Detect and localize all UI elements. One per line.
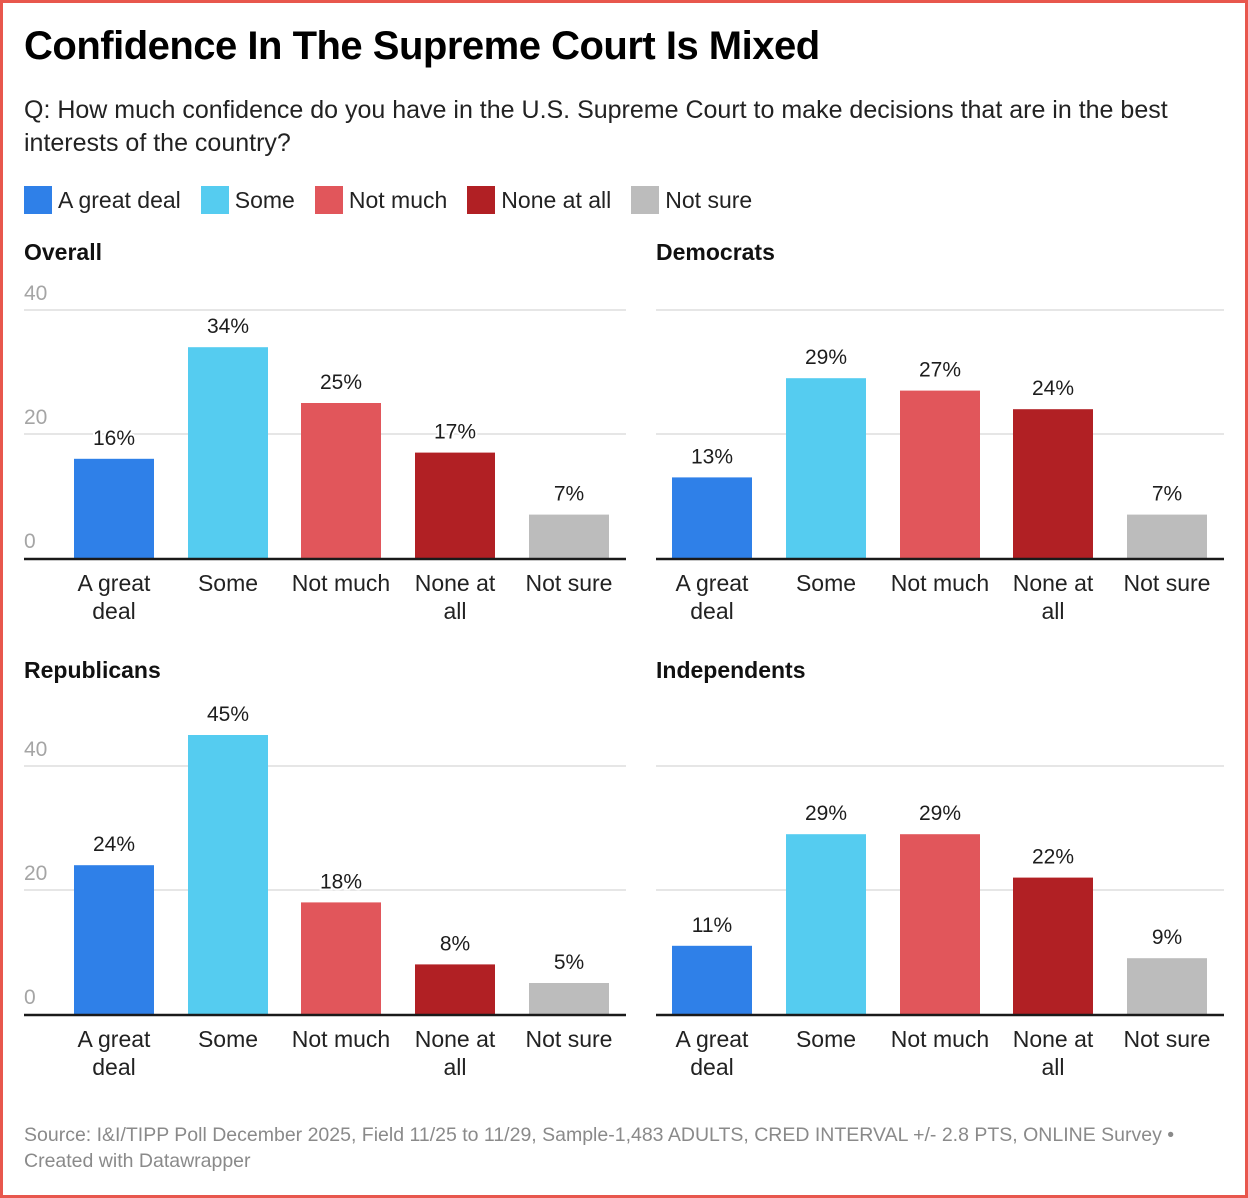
- x-tick-label: Some: [198, 1026, 258, 1052]
- legend-label: Not sure: [665, 186, 753, 213]
- legend-swatch: [200, 186, 229, 214]
- y-tick-label: 20: [24, 406, 47, 429]
- bar: [1013, 409, 1093, 558]
- x-tick-label: Some: [796, 570, 856, 596]
- legend-label: A great deal: [58, 186, 181, 213]
- bar: [301, 902, 381, 1014]
- x-tick-label: all: [1041, 598, 1064, 624]
- bar: [415, 964, 495, 1014]
- y-tick-label: 40: [24, 282, 47, 305]
- data-label: 13%: [691, 445, 733, 468]
- bar: [188, 347, 268, 558]
- data-label: 29%: [919, 802, 961, 825]
- data-label: 7%: [1152, 483, 1182, 506]
- x-tick-label: A great: [78, 570, 151, 596]
- data-label: 7%: [554, 483, 584, 506]
- data-label: 29%: [805, 802, 847, 825]
- bar: [529, 514, 609, 558]
- x-tick-label: None at: [1013, 1026, 1094, 1052]
- data-label: 24%: [1032, 377, 1074, 400]
- bar: [786, 378, 866, 558]
- x-tick-label: all: [1041, 1054, 1064, 1080]
- x-tick-label: Not much: [292, 570, 390, 596]
- x-tick-label: Not much: [891, 1026, 989, 1052]
- y-tick-label: 40: [24, 738, 47, 761]
- x-tick-label: Not sure: [1124, 570, 1211, 596]
- x-tick-label: Not sure: [526, 570, 613, 596]
- x-tick-label: deal: [92, 598, 135, 624]
- data-label: 45%: [207, 703, 249, 726]
- legend-swatch: [467, 186, 496, 214]
- x-tick-label: all: [443, 1054, 466, 1080]
- bar: [1013, 877, 1093, 1014]
- legend: A great deal Some Not much None at all N…: [24, 186, 772, 214]
- bar: [74, 865, 154, 1014]
- panel-title-overall: Overall: [24, 239, 102, 265]
- x-tick-label: None at: [1013, 570, 1094, 596]
- legend-label: Some: [234, 186, 295, 213]
- source-note: Source: I&I/TIPP Poll December 2025, Fie…: [24, 1124, 1175, 1172]
- data-label: 18%: [320, 870, 362, 893]
- legend-swatch: [314, 186, 343, 214]
- legend-label: Not much: [348, 186, 448, 213]
- x-tick-label: None at: [415, 570, 496, 596]
- x-tick-label: Some: [796, 1026, 856, 1052]
- chart-subtitle: Q: How much confidence do you have in th…: [24, 96, 1168, 157]
- data-label: 27%: [919, 359, 961, 382]
- x-tick-label: None at: [415, 1026, 496, 1052]
- bar: [672, 477, 752, 558]
- bar: [415, 452, 495, 558]
- legend-label: None at all: [501, 186, 612, 213]
- x-tick-label: deal: [690, 598, 733, 624]
- data-label: 8%: [440, 932, 470, 955]
- panel-title-republicans: Republicans: [24, 657, 161, 683]
- bar: [900, 834, 980, 1014]
- panel-title-independents: Independents: [656, 657, 806, 683]
- data-label: 34%: [207, 315, 249, 338]
- data-label: 5%: [554, 951, 584, 974]
- y-tick-label: 0: [24, 530, 36, 553]
- x-tick-label: deal: [92, 1054, 135, 1080]
- data-label: 11%: [692, 914, 732, 937]
- data-label: 16%: [93, 427, 135, 450]
- bar: [900, 390, 980, 558]
- panel-title-democrats: Democrats: [656, 239, 775, 265]
- x-tick-label: A great: [78, 1026, 151, 1052]
- legend-item-none-at-all: None at all: [467, 186, 611, 214]
- data-label: 29%: [805, 346, 847, 369]
- legend-item-some: Some: [200, 186, 295, 214]
- bar: [1127, 958, 1207, 1014]
- data-label: 25%: [320, 371, 362, 394]
- y-tick-label: 0: [24, 986, 36, 1009]
- x-tick-label: A great: [676, 570, 749, 596]
- x-tick-label: Not sure: [1124, 1026, 1211, 1052]
- x-tick-label: all: [443, 598, 466, 624]
- legend-swatch: [631, 186, 660, 214]
- x-tick-label: Some: [198, 570, 258, 596]
- data-label: 22%: [1032, 846, 1074, 869]
- bar: [786, 834, 866, 1014]
- bar: [672, 945, 752, 1014]
- y-tick-label: 20: [24, 862, 47, 885]
- legend-item-a-great-deal: A great deal: [24, 186, 181, 214]
- x-tick-label: Not sure: [526, 1026, 613, 1052]
- data-label: 24%: [93, 833, 135, 856]
- chart-title: Confidence In The Supreme Court Is Mixed: [24, 24, 820, 68]
- legend-item-not-much: Not much: [314, 186, 448, 214]
- bar: [301, 403, 381, 558]
- bar: [529, 983, 609, 1014]
- bar: [188, 735, 268, 1014]
- x-tick-label: deal: [690, 1054, 733, 1080]
- data-label: 9%: [1152, 926, 1182, 949]
- bar: [1127, 514, 1207, 558]
- data-label: 17%: [434, 421, 476, 444]
- x-tick-label: Not much: [292, 1026, 390, 1052]
- legend-swatch: [24, 186, 52, 214]
- bar: [74, 458, 154, 558]
- legend-item-not-sure: Not sure: [631, 186, 752, 214]
- x-tick-label: A great: [676, 1026, 749, 1052]
- x-tick-label: Not much: [891, 570, 989, 596]
